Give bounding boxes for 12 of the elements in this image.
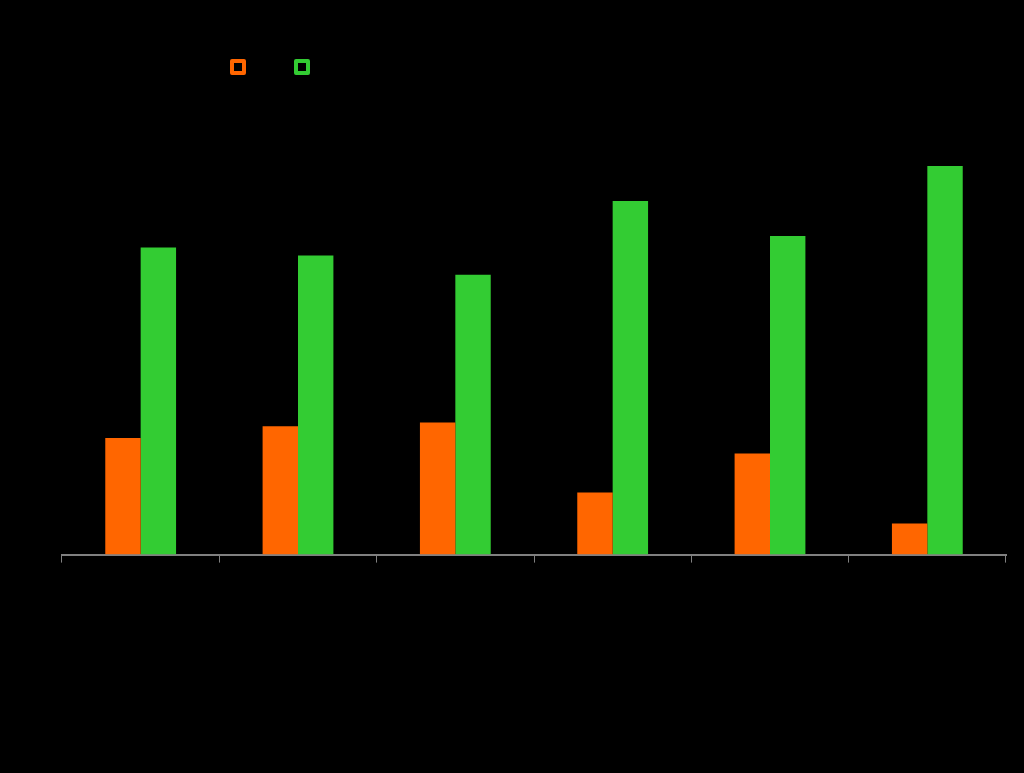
bar	[927, 166, 963, 555]
bar	[891, 523, 928, 555]
bar	[140, 247, 177, 555]
bar	[419, 422, 456, 555]
bar	[577, 492, 613, 555]
bar	[298, 255, 334, 555]
bar	[455, 274, 491, 555]
bar	[105, 438, 141, 555]
bar	[734, 453, 770, 555]
bar	[262, 426, 298, 555]
bar	[612, 200, 649, 555]
bar	[770, 235, 806, 555]
